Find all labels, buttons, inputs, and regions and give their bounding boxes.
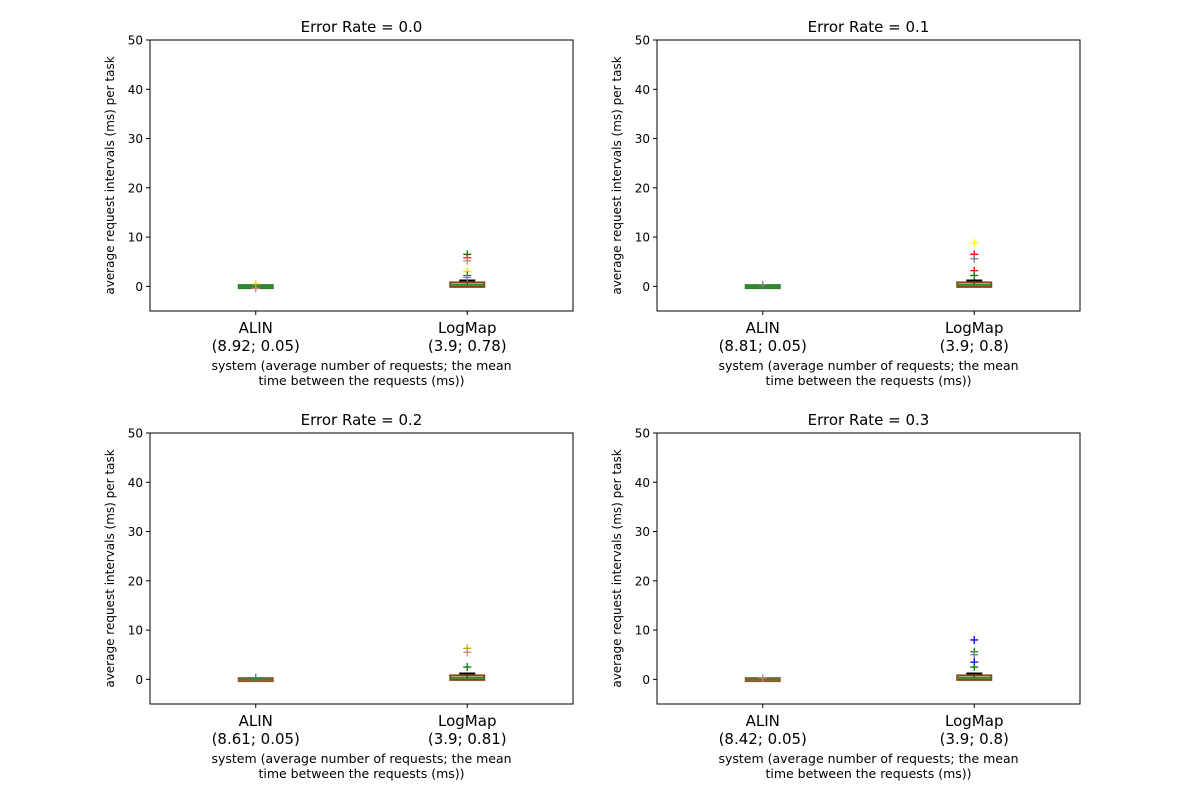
y-tick-label: 20 [128, 181, 143, 195]
y-tick-label: 0 [642, 280, 650, 294]
y-tick-label: 40 [635, 476, 650, 490]
y-tick-label: 10 [128, 231, 143, 245]
outlier-point [758, 280, 767, 289]
box-alin [237, 673, 274, 683]
x-axis-label: time between the requests (ms)) [765, 373, 971, 388]
subplot-title: Error Rate = 0.2 [301, 411, 423, 429]
subplot-1: Error Rate = 0.1 0 10 20 30 40 50 average reque… [610, 18, 1081, 388]
outlier-point [251, 673, 260, 682]
box-logmap [449, 644, 486, 681]
y-tick-label: 50 [128, 34, 143, 48]
x-axis-label: system (average number of requests; the … [211, 751, 511, 766]
x-tick-label: ALIN [239, 319, 273, 337]
x-tick-label: LogMap [945, 319, 1003, 337]
axes-frame [149, 39, 574, 312]
y-tick-label: 0 [135, 280, 143, 294]
subplot-title: Error Rate = 0.0 [301, 18, 423, 36]
x-axis-label: system (average number of requests; the … [718, 358, 1018, 373]
y-tick-label: 40 [128, 83, 143, 97]
x-axis-label: system (average number of requests; the … [211, 358, 511, 373]
y-axis-label: average request intervals (ms) per task [103, 56, 117, 294]
box-logmap [956, 635, 993, 681]
outlier-point [463, 663, 472, 672]
y-tick-label: 0 [642, 673, 650, 687]
outlier-point [970, 635, 979, 644]
box-logmap [956, 239, 993, 288]
axes-frame [656, 39, 1081, 312]
x-tick-label: LogMap [438, 319, 496, 337]
x-tick-label: LogMap [945, 712, 1003, 730]
subplot-2: Error Rate = 0.2 0 10 20 30 40 50 average reque… [103, 411, 574, 781]
x-tick-label: ALIN [746, 319, 780, 337]
outlier-point [251, 284, 260, 293]
box-logmap [449, 250, 486, 288]
outlier-point [463, 273, 472, 282]
x-tick-sublabel: (3.9; 0.78) [428, 337, 507, 355]
subplot-title: Error Rate = 0.1 [808, 18, 930, 36]
axes-frame [656, 432, 1081, 705]
x-axis-label: time between the requests (ms)) [765, 766, 971, 781]
x-tick-label: ALIN [746, 712, 780, 730]
box-alin [744, 673, 781, 683]
x-axis-label: time between the requests (ms)) [258, 766, 464, 781]
y-tick-label: 30 [128, 132, 143, 146]
outlier-point [970, 663, 979, 672]
y-tick-label: 50 [635, 427, 650, 441]
x-tick-label: LogMap [438, 712, 496, 730]
y-tick-label: 30 [635, 132, 650, 146]
y-tick-label: 40 [128, 476, 143, 490]
outlier-point [463, 256, 472, 265]
box-alin [237, 279, 274, 293]
y-tick-label: 30 [128, 525, 143, 539]
x-tick-sublabel: (3.9; 0.8) [940, 337, 1009, 355]
y-tick-label: 20 [128, 574, 143, 588]
outlier-point [970, 254, 979, 263]
axes-frame [149, 432, 574, 705]
x-tick-label: ALIN [239, 712, 273, 730]
x-axis-label: time between the requests (ms)) [258, 373, 464, 388]
y-tick-label: 20 [635, 181, 650, 195]
y-tick-label: 20 [635, 574, 650, 588]
x-tick-sublabel: (8.42; 0.05) [719, 730, 807, 748]
y-tick-label: 10 [128, 624, 143, 638]
outlier-point [970, 650, 979, 659]
subplot-3: Error Rate = 0.3 0 10 20 30 40 50 average reque… [610, 411, 1081, 781]
x-tick-sublabel: (3.9; 0.8) [940, 730, 1009, 748]
y-axis-label: average request intervals (ms) per task [610, 56, 624, 294]
y-tick-label: 10 [635, 624, 650, 638]
x-tick-sublabel: (8.61; 0.05) [212, 730, 300, 748]
y-tick-label: 50 [635, 34, 650, 48]
subplot-title: Error Rate = 0.3 [808, 411, 930, 429]
y-tick-label: 30 [635, 525, 650, 539]
outlier-point [463, 648, 472, 657]
x-tick-sublabel: (8.92; 0.05) [212, 337, 300, 355]
y-tick-label: 10 [635, 231, 650, 245]
box-alin [744, 280, 781, 290]
y-tick-label: 50 [128, 427, 143, 441]
x-tick-sublabel: (3.9; 0.81) [428, 730, 507, 748]
x-tick-sublabel: (8.81; 0.05) [719, 337, 807, 355]
y-tick-label: 0 [135, 673, 143, 687]
y-axis-label: average request intervals (ms) per task [610, 449, 624, 687]
y-tick-label: 40 [635, 83, 650, 97]
outlier-point [970, 239, 979, 248]
outlier-point [970, 271, 979, 280]
subplot-0: Error Rate = 0.0 0 10 20 30 40 50 average reque… [103, 18, 574, 388]
x-axis-label: system (average number of requests; the … [718, 751, 1018, 766]
outlier-point [758, 673, 767, 682]
y-axis-label: average request intervals (ms) per task [103, 449, 117, 687]
